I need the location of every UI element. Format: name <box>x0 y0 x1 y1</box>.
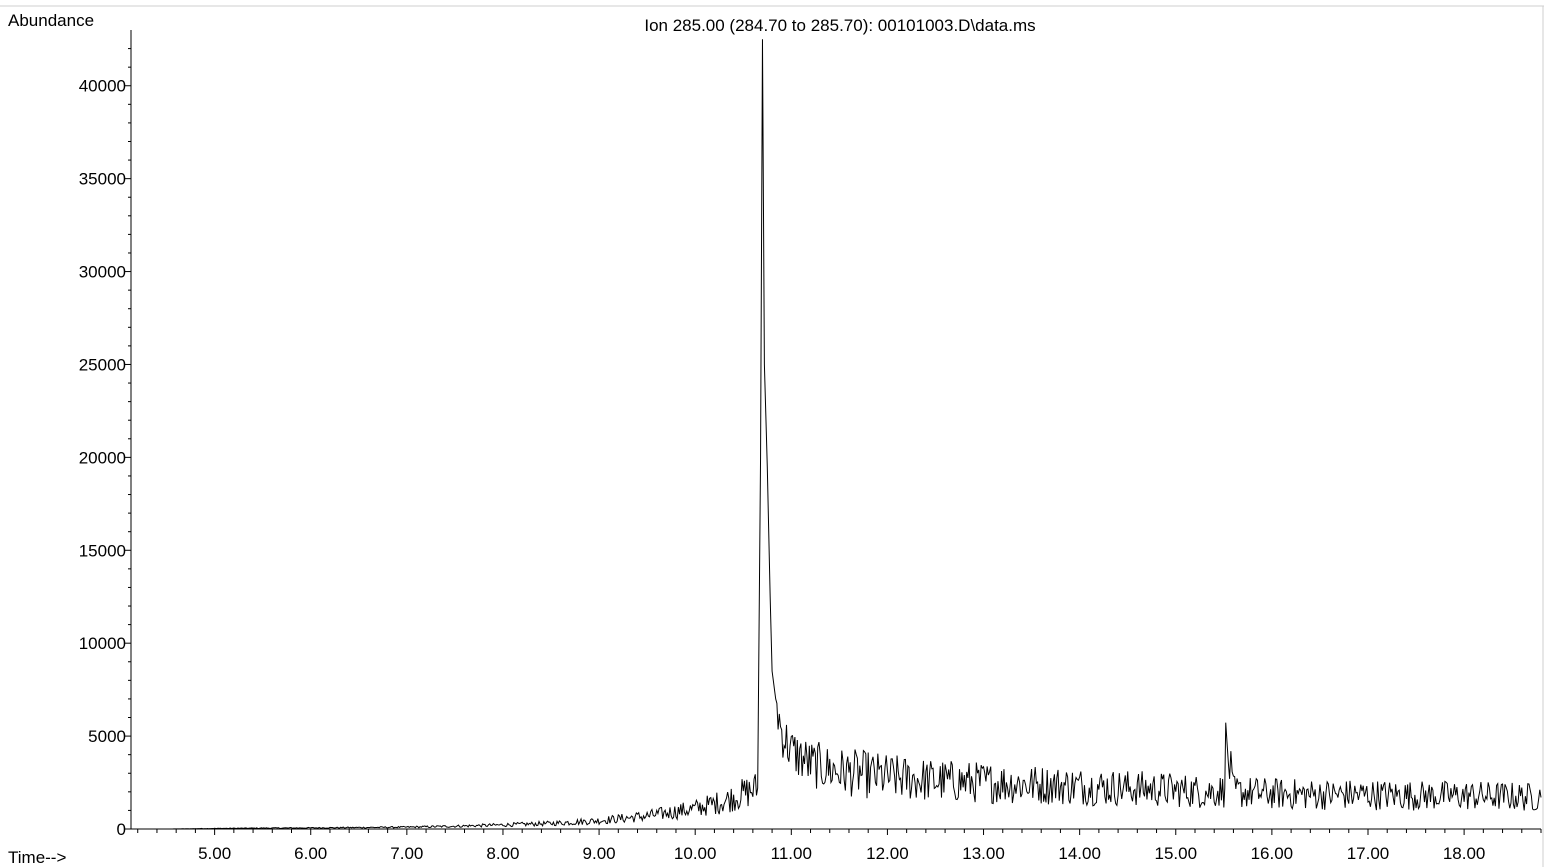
x-tick-label-11: 16.00 <box>1251 844 1294 863</box>
data-point-36 <box>1225 741 1226 742</box>
data-point-5 <box>358 827 359 828</box>
x-tick-label-6: 11.00 <box>771 844 812 863</box>
x-tick-label-9: 14.00 <box>1058 844 1101 863</box>
data-point-37 <box>1233 791 1234 792</box>
data-point-27 <box>887 776 888 777</box>
data-point-13 <box>724 801 725 802</box>
y-tick-label-2: 10000 <box>79 634 126 653</box>
data-point-29 <box>983 782 984 783</box>
y-axis-ticks: 0 5000 10000 15000 20000 25000 30000 35000 40000 <box>79 48 131 839</box>
data-point-7 <box>454 826 455 827</box>
x-tick-label-12: 17.00 <box>1347 844 1390 863</box>
data-point-0 <box>132 829 133 830</box>
x-tick-label-13: 18.00 <box>1443 844 1486 863</box>
chart-title: Ion 285.00 (284.70 to 285.70): 00101003.… <box>644 16 1035 35</box>
data-point-10 <box>599 820 600 821</box>
data-point-15 <box>757 788 758 789</box>
data-point-22 <box>776 708 777 709</box>
data-point-39 <box>1319 794 1320 795</box>
data-point-18 <box>764 364 765 365</box>
data-point-43 <box>1512 796 1513 797</box>
y-tick-label-3: 15000 <box>79 541 126 560</box>
y-tick-label-5: 25000 <box>79 355 126 374</box>
data-point-24 <box>791 750 792 751</box>
data-point-1 <box>166 829 167 830</box>
data-point-31 <box>1079 786 1080 787</box>
y-tick-label-0: 0 <box>117 820 126 839</box>
x-tick-label-2: 7.00 <box>390 844 423 863</box>
data-point-9 <box>551 823 552 824</box>
data-point-11 <box>647 815 648 816</box>
data-point-17 <box>762 39 763 40</box>
x-tick-label-3: 8.00 <box>486 844 519 863</box>
data-point-26 <box>839 771 840 772</box>
series-layer <box>132 39 1542 830</box>
data-point-8 <box>502 824 503 825</box>
data-point-35 <box>1223 790 1224 791</box>
y-tick-label-8: 40000 <box>79 77 126 96</box>
data-point-42 <box>1464 795 1465 796</box>
data-point-21 <box>772 671 773 672</box>
data-point-20 <box>770 596 771 597</box>
data-point-6 <box>406 827 407 828</box>
x-tick-label-7: 12.00 <box>866 844 909 863</box>
y-tick-label-6: 30000 <box>79 263 126 282</box>
x-axis-ticks: 5.00 6.00 7.00 8.00 9.00 10.00 11.00 12.00 13.00… <box>137 829 1542 863</box>
x-tick-label-5: 10.00 <box>674 844 717 863</box>
y-axis-label: Abundance <box>8 11 94 30</box>
y-tick-label-4: 20000 <box>79 448 126 467</box>
data-point-3 <box>262 828 263 829</box>
x-axis-label: Time--> <box>8 848 66 867</box>
x-tick-label-0: 5.00 <box>198 844 231 863</box>
x-tick-label-8: 13.00 <box>962 844 1005 863</box>
data-point-23 <box>781 732 782 733</box>
y-tick-label-1: 5000 <box>88 727 126 746</box>
data-point-32 <box>1127 788 1128 789</box>
data-point-30 <box>1031 784 1032 785</box>
data-point-34 <box>1204 791 1205 792</box>
data-point-16 <box>760 457 761 458</box>
data-point-40 <box>1367 794 1368 795</box>
data-point-19 <box>767 466 768 467</box>
plot-frame <box>0 5 1544 867</box>
data-point-14 <box>743 793 744 794</box>
data-point-38 <box>1271 793 1272 794</box>
data-point-25 <box>810 763 811 764</box>
series-line-0 <box>132 39 1542 830</box>
x-tick-label-1: 6.00 <box>294 844 327 863</box>
data-point-4 <box>310 827 311 828</box>
y-tick-label-7: 35000 <box>79 170 126 189</box>
x-tick-label-10: 15.00 <box>1154 844 1197 863</box>
x-tick-label-4: 9.00 <box>583 844 616 863</box>
data-point-28 <box>935 780 936 781</box>
data-point-12 <box>695 808 696 809</box>
data-point-41 <box>1416 795 1417 796</box>
data-point-33 <box>1175 789 1176 790</box>
data-point-44 <box>1541 797 1542 798</box>
data-point-2 <box>214 828 215 829</box>
